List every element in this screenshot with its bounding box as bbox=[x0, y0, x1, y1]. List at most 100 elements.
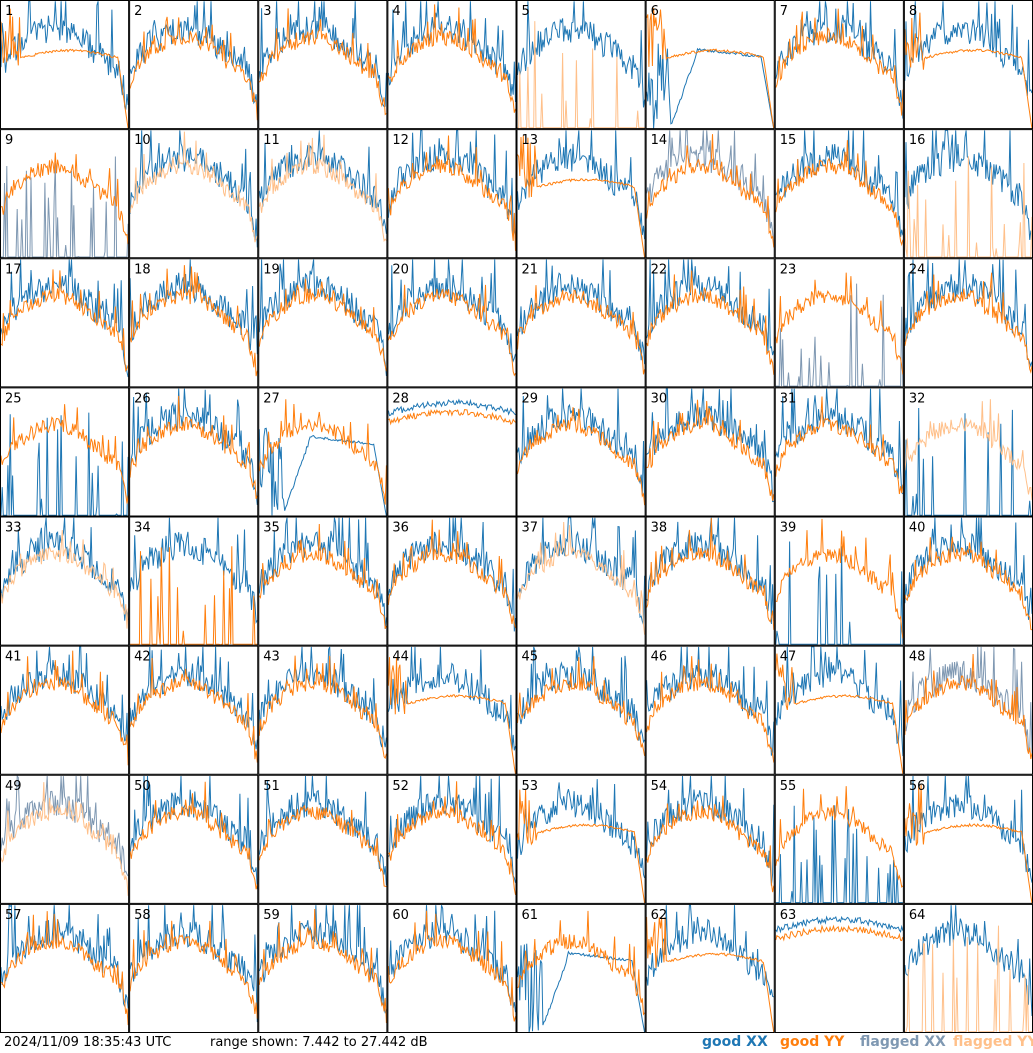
footer: 2024/11/09 18:35:43 UTC range shown: 7.4… bbox=[0, 1033, 1033, 1053]
panel-17-yy-line bbox=[0, 269, 129, 373]
panel-60-yy-line bbox=[387, 910, 516, 1022]
panel-12-label: 12 bbox=[392, 133, 409, 148]
panel-2-label: 2 bbox=[134, 4, 142, 19]
legend-flagged-yy: flagged YY bbox=[953, 1034, 1033, 1050]
panel-26-frame bbox=[129, 387, 259, 517]
panel-21-frame bbox=[516, 258, 646, 388]
panel-48-yy-line bbox=[904, 653, 1033, 760]
panel-33-label: 33 bbox=[5, 521, 22, 536]
panel-41-frame bbox=[0, 645, 130, 775]
panel-22-xx-line bbox=[646, 259, 775, 356]
panel-41: 41 bbox=[0, 645, 130, 775]
panel-38-frame bbox=[645, 516, 775, 646]
panel-60-label: 60 bbox=[392, 908, 409, 923]
panel-12-yy-line bbox=[387, 135, 516, 251]
panel-44-yy-line bbox=[387, 657, 516, 775]
panel-5-yy-line bbox=[517, 21, 645, 129]
panel-27: 27 bbox=[258, 387, 388, 517]
panel-63: 63 bbox=[774, 903, 904, 1033]
panel-2-yy-line bbox=[129, 16, 258, 121]
panel-28-xx-line bbox=[387, 398, 516, 417]
panel-2: 2 bbox=[129, 0, 259, 130]
panel-10-xx-line bbox=[129, 130, 258, 248]
panel-57: 57 bbox=[0, 903, 130, 1033]
panel-57-label: 57 bbox=[5, 908, 22, 923]
panel-49: 49 bbox=[0, 774, 130, 904]
panel-26: 26 bbox=[129, 387, 259, 517]
panel-30-xx-line bbox=[646, 388, 774, 503]
panel-52-label: 52 bbox=[392, 779, 409, 794]
panel-34-frame bbox=[129, 516, 259, 646]
panel-15-label: 15 bbox=[780, 133, 797, 148]
panel-36-yy-line bbox=[387, 519, 516, 629]
panel-49-frame bbox=[0, 774, 130, 904]
panel-18-frame bbox=[129, 258, 259, 388]
panel-14-frame bbox=[645, 129, 775, 259]
panel-62-label: 62 bbox=[651, 908, 668, 923]
panel-13-xx-line bbox=[517, 130, 646, 240]
panel-7-yy-line bbox=[775, 8, 904, 116]
panel-62: 62 bbox=[645, 903, 775, 1033]
panel-19-label: 19 bbox=[263, 262, 280, 277]
panel-53-label: 53 bbox=[522, 779, 539, 794]
panel-42: 42 bbox=[129, 645, 259, 775]
panel-10-yy-line bbox=[129, 131, 258, 243]
panel-44-xx-line bbox=[387, 646, 516, 751]
panel-44: 44 bbox=[387, 645, 517, 775]
panel-38-yy-line bbox=[646, 517, 775, 630]
panel-6: 6 bbox=[645, 0, 775, 130]
panel-1-yy-line bbox=[0, 8, 129, 129]
panel-37: 37 bbox=[516, 516, 646, 646]
panel-43-label: 43 bbox=[263, 650, 280, 665]
panel-61-label: 61 bbox=[522, 908, 539, 923]
panel-9-yy-line bbox=[1, 152, 129, 245]
panel-1: 1 bbox=[0, 0, 130, 130]
panel-58-xx-line bbox=[129, 905, 258, 1023]
panel-24: 24 bbox=[903, 258, 1033, 388]
panel-58: 58 bbox=[129, 903, 259, 1033]
panel-12-frame bbox=[387, 129, 517, 259]
panel-48: 48 bbox=[903, 645, 1033, 775]
panel-26-label: 26 bbox=[134, 391, 151, 406]
range-shown: range shown: 7.442 to 27.442 dB bbox=[210, 1035, 428, 1050]
panel-7-label: 7 bbox=[780, 4, 788, 19]
panel-35-yy-line bbox=[258, 523, 387, 629]
panel-54-yy-line bbox=[646, 795, 775, 893]
panel-27-yy-line bbox=[258, 399, 387, 505]
panel-63-label: 63 bbox=[780, 908, 797, 923]
panel-62-frame bbox=[645, 903, 775, 1033]
panel-7-frame bbox=[774, 0, 904, 130]
panel-39-yy-line bbox=[775, 518, 904, 639]
panel-2-xx-line bbox=[129, 1, 258, 115]
panel-35-label: 35 bbox=[263, 521, 280, 536]
panel-14: 14 bbox=[645, 129, 775, 259]
panel-41-xx-line bbox=[0, 646, 129, 758]
panel-24-yy-line bbox=[904, 272, 1033, 374]
panel-56-label: 56 bbox=[909, 779, 926, 794]
panel-28-label: 28 bbox=[392, 391, 409, 406]
panel-57-yy-line bbox=[0, 911, 129, 1026]
panel-63-xx-line bbox=[775, 915, 904, 934]
panel-62-yy-line bbox=[646, 916, 775, 1033]
panel-10-label: 10 bbox=[134, 133, 151, 148]
panel-53-xx-line bbox=[517, 779, 646, 879]
panel-45-label: 45 bbox=[522, 650, 539, 665]
panel-23: 23 bbox=[774, 258, 904, 388]
panel-55-label: 55 bbox=[780, 779, 797, 794]
legend-good-yy: good YY bbox=[780, 1034, 845, 1050]
panel-31-label: 31 bbox=[780, 391, 797, 406]
panel-48-label: 48 bbox=[909, 650, 926, 665]
panel-39: 39 bbox=[774, 516, 904, 646]
panel-7: 7 bbox=[774, 0, 904, 130]
panel-59-label: 59 bbox=[263, 908, 280, 923]
panel-22: 22 bbox=[645, 258, 775, 388]
panel-6-yy-line bbox=[646, 7, 775, 129]
panel-50-xx-line bbox=[129, 775, 258, 890]
panel-30: 30 bbox=[645, 387, 775, 517]
panel-51-label: 51 bbox=[263, 779, 280, 794]
panel-5-label: 5 bbox=[522, 4, 530, 19]
panel-51: 51 bbox=[258, 774, 388, 904]
panel-59: 59 bbox=[258, 903, 388, 1033]
panel-18: 18 bbox=[129, 258, 259, 388]
panel-3-label: 3 bbox=[263, 4, 271, 19]
